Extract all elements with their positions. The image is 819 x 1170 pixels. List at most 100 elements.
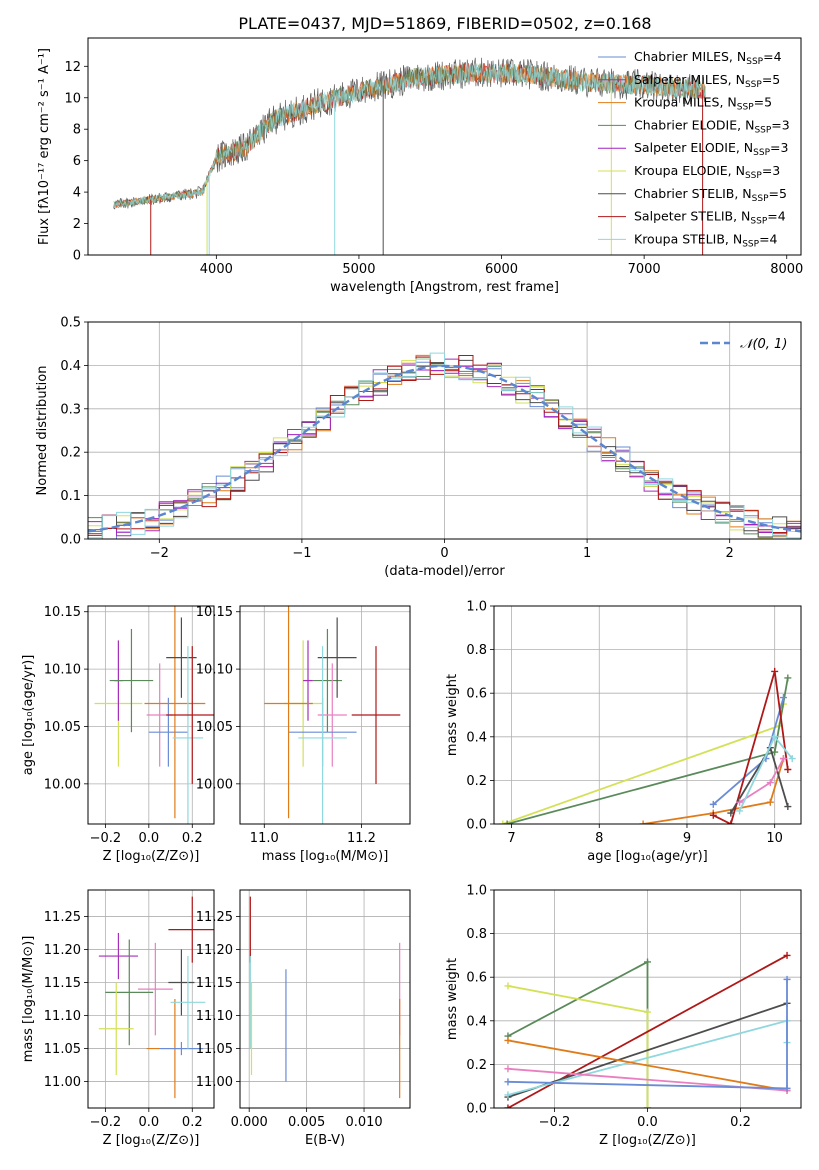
y-tick-label: 0.6 — [466, 971, 487, 986]
y-tick-label: 0.4 — [466, 730, 487, 745]
marker — [779, 755, 787, 763]
x-tick-label: 0.0 — [637, 1115, 658, 1130]
y-tick-label: 10.00 — [196, 777, 233, 792]
y-tick-label: 0 — [73, 249, 81, 264]
y-tick-label: 0.0 — [466, 818, 487, 833]
marker — [504, 1065, 512, 1073]
x-tick-label: 11.2 — [347, 831, 376, 846]
legend-label: Chabrier ELODIE, NSSP=3 — [634, 117, 790, 135]
legend-label: Chabrier MILES, NSSP=4 — [634, 49, 782, 67]
x-axis-label: Z [log₁₀(Z/Z⊙)] — [599, 1133, 696, 1148]
chart-5: 7 8 9 10 0.0 0.2 0.4 0.6 0.8 1.0 age [log₁₀(age/yr… — [445, 600, 802, 864]
plot-area — [494, 890, 801, 1108]
y-tick-label: 0.2 — [466, 774, 487, 789]
gaussian-curve — [88, 364, 801, 533]
x-tick-label: 10 — [766, 831, 783, 846]
y-tick-label: 11.10 — [44, 1009, 81, 1024]
x-tick-label: 11.0 — [250, 831, 279, 846]
x-tick-label: 6000 — [485, 262, 518, 277]
chart-3: −0.2 0.0 0.2 10.00 10.05 10.10 10.15 Z [log₁₀(Z… — [21, 605, 215, 864]
legend-label: Salpeter STELIB, NSSP=4 — [634, 209, 786, 227]
chart-1: 4000 5000 6000 7000 8000 0 2 4 6 8 10 12 wavelength … — [37, 37, 803, 295]
x-tick-label: −0.2 — [90, 1115, 122, 1130]
marker — [784, 674, 792, 682]
legend-label: Kroupa ELODIE, NSSP=3 — [634, 163, 780, 181]
y-tick-label: 1.0 — [466, 600, 487, 615]
axes-frame — [87, 605, 215, 825]
x-tick-label: 0.2 — [730, 1115, 751, 1130]
axes-frame — [239, 605, 411, 825]
marker — [504, 982, 512, 990]
spectrum-line — [113, 63, 706, 208]
y-tick-label: 11.10 — [196, 1009, 233, 1024]
axes-frame — [87, 321, 802, 540]
axes-frame — [87, 37, 802, 256]
marker — [709, 800, 717, 808]
mass-weight-line — [506, 677, 789, 824]
mass-weight-line — [507, 1039, 788, 1092]
y-tick-label: 4 — [73, 186, 81, 201]
x-tick-label: 0 — [440, 546, 448, 561]
x-axis-label: E(B-V) — [305, 1133, 345, 1148]
x-tick-label: 4000 — [200, 262, 233, 277]
axes-frame — [87, 889, 215, 1109]
x-tick-label: 0.2 — [182, 1115, 203, 1130]
x-axis-label: age [log₁₀(age/yr)] — [587, 849, 708, 864]
marker — [784, 766, 792, 773]
y-tick-label: 0.8 — [466, 927, 487, 942]
marker — [499, 820, 507, 824]
x-axis-label: Z [log₁₀(Z/Z⊙)] — [103, 849, 200, 864]
legend-label: Salpeter ELODIE, NSSP=3 — [634, 140, 788, 158]
y-tick-label: 12 — [64, 60, 81, 75]
y-tick-label: 11.25 — [44, 910, 81, 925]
marker — [644, 958, 651, 966]
y-tick-label: 0.3 — [60, 402, 81, 417]
plot-area — [240, 890, 410, 1108]
x-tick-label: 2 — [726, 546, 734, 561]
y-tick-label: 11.05 — [44, 1042, 81, 1057]
y-tick-label: 10.05 — [44, 720, 81, 735]
marker — [783, 951, 791, 959]
legend-label: Kroupa MILES, NSSP=5 — [634, 95, 772, 113]
marker — [644, 1008, 651, 1016]
x-axis-label: Z [log₁₀(Z/Z⊙)] — [103, 1133, 200, 1148]
y-tick-label: 0.6 — [466, 687, 487, 702]
marker — [639, 820, 647, 824]
x-tick-label: 5000 — [342, 262, 375, 277]
y-tick-label: 10.15 — [196, 605, 233, 620]
y-tick-label: 10.15 — [44, 605, 81, 620]
plot-area — [494, 606, 801, 824]
marker — [779, 694, 787, 702]
y-tick-label: 10.05 — [196, 720, 233, 735]
marker — [504, 1104, 512, 1108]
y-tick-label: 11.20 — [44, 943, 81, 958]
mass-weight-line — [507, 960, 649, 1108]
x-tick-label: 0.0 — [138, 831, 159, 846]
x-tick-label: 8 — [595, 831, 603, 846]
y-axis-label: mass weight — [445, 958, 460, 1040]
y-axis-label: mass weight — [445, 674, 460, 756]
y-tick-label: 11.20 — [196, 943, 233, 958]
marker — [709, 811, 717, 819]
y-tick-label: 10 — [64, 91, 81, 106]
x-tick-label: 0.0 — [138, 1115, 159, 1130]
x-tick-label: 0.005 — [288, 1115, 325, 1130]
y-tick-label: 2 — [73, 217, 81, 232]
marker — [766, 779, 774, 787]
marker — [644, 1104, 651, 1108]
marker — [727, 820, 735, 824]
axes-frame — [493, 605, 802, 825]
mass-weight-line — [712, 697, 785, 806]
x-tick-label: 0.2 — [182, 831, 203, 846]
marker — [771, 667, 779, 675]
y-axis-label: Flux [fλ10⁻¹⁷ erg cm⁻² s⁻¹ A⁻¹] — [37, 48, 52, 245]
marker — [736, 798, 744, 806]
x-tick-label: 7 — [507, 831, 515, 846]
y-tick-label: 11.05 — [196, 1042, 233, 1057]
y-tick-label: 11.00 — [196, 1075, 233, 1090]
y-tick-label: 0.8 — [466, 643, 487, 658]
mass-weight-line — [507, 1002, 788, 1098]
legend: Chabrier MILES, NSSP=4 Salpeter MILES, NS… — [598, 49, 790, 249]
marker — [766, 798, 774, 806]
